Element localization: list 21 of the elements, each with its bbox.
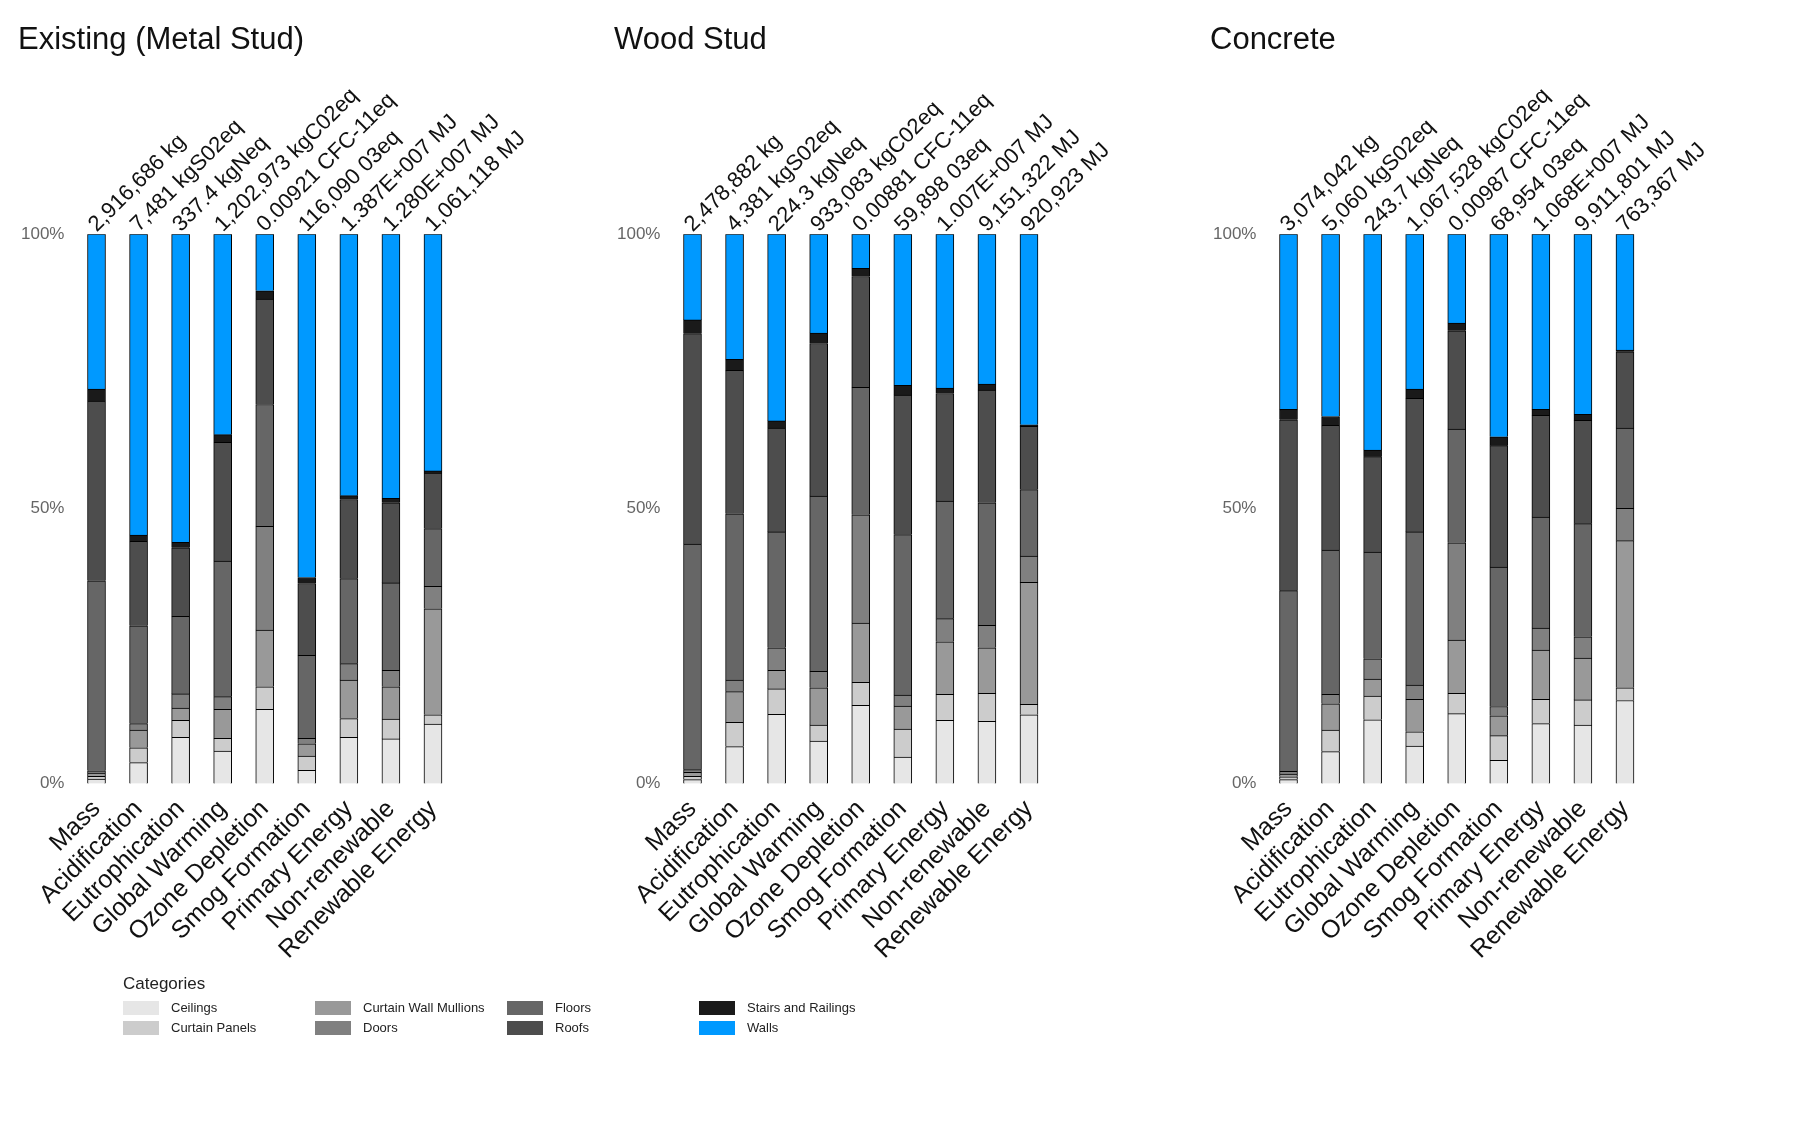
y-tick-label: 0% [39,773,65,793]
y-tick-label: 50% [1222,498,1257,518]
y-tick-label: 100% [617,223,661,243]
legend-label: Stairs and Railings [747,1000,856,1015]
legend-label: Ceilings [171,1000,218,1015]
legend-label: Roofs [555,1020,589,1035]
y-tick-label: 50% [30,498,65,518]
y-tick-label: 50% [626,498,661,518]
legend-label: Curtain Panels [171,1020,257,1035]
y-tick-label: 0% [635,773,661,793]
chart-title: Existing (Metal Stud) [18,21,304,57]
chart-title: Concrete [1210,21,1336,57]
legend-title: Categories [123,974,207,994]
y-tick-label: 100% [21,223,65,243]
legend-label: Walls [747,1020,779,1035]
y-tick-label: 100% [1213,223,1257,243]
y-tick-label: 0% [1231,773,1257,793]
legend-label: Curtain Wall Mullions [363,1000,485,1015]
legend-label: Doors [363,1020,398,1035]
legend-label: Floors [555,1000,592,1015]
chart-title: Wood Stud [614,21,767,57]
